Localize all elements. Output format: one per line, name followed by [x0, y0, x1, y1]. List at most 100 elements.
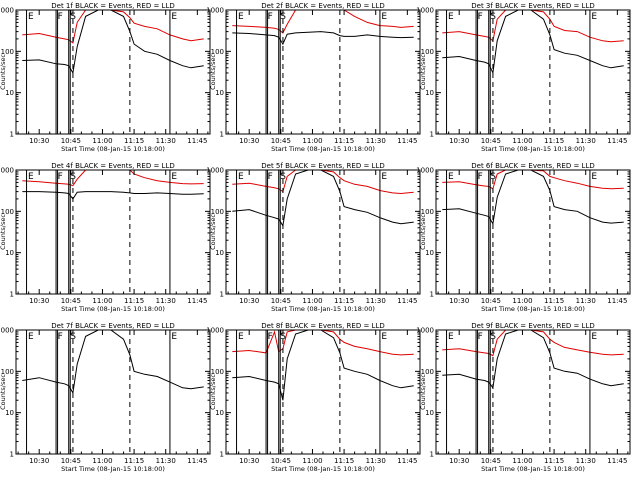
chart-panel-1: Det 1f BLACK = Events, RED = LLD E F S E 1 10 1… [0, 2, 211, 153]
x-tick-label: 11:15 [334, 457, 354, 465]
interval-marker-label: S [280, 172, 286, 182]
panel-title: Det 2f BLACK = Events, RED = LLD [261, 2, 384, 10]
panel-title: Det 9f BLACK = Events, RED = LLD [471, 322, 594, 330]
interval-marker-label: E [448, 332, 454, 342]
chart-panel-2: Det 2f BLACK = Events, RED = LLD E F S E 1 10 1… [206, 2, 421, 153]
x-tick-label: 11:30 [576, 457, 596, 465]
x-tick-label: 11:30 [366, 297, 386, 305]
y-tick-label: 10 [215, 249, 224, 257]
x-tick-label: 11:30 [156, 297, 176, 305]
interval-marker-label: E [28, 332, 34, 342]
panel-title: Det 8f BLACK = Events, RED = LLD [261, 322, 384, 330]
x-tick-label: 11:45 [187, 137, 207, 145]
x-tick-label: 10:30 [449, 137, 469, 145]
y-tick-label: 1000 [206, 7, 224, 15]
x-tick-label: 10:30 [29, 297, 49, 305]
interval-marker-label: S [70, 12, 76, 22]
y-tick-label: 1 [10, 451, 14, 459]
y-axis-label: Counts/sec [0, 54, 7, 90]
interval-marker-label: S [280, 12, 286, 22]
panel-title: Det 7f BLACK = Events, RED = LLD [51, 322, 174, 330]
y-tick-label: 10 [215, 89, 224, 97]
x-tick-label: 11:00 [512, 297, 532, 305]
x-tick-label: 11:15 [544, 457, 564, 465]
x-tick-label: 10:45 [61, 297, 81, 305]
x-tick-label: 11:15 [124, 137, 144, 145]
y-tick-label: 10 [425, 89, 434, 97]
y-tick-label: 1 [430, 451, 434, 459]
interval-marker-label: E [171, 332, 177, 342]
y-tick-label: 1000 [416, 7, 434, 15]
x-tick-label: 10:30 [239, 137, 259, 145]
panel-title: Det 1f BLACK = Events, RED = LLD [51, 2, 174, 10]
panel-title: Det 3f BLACK = Events, RED = LLD [471, 2, 594, 10]
y-tick-label: 1000 [0, 167, 14, 175]
x-tick-label: 11:45 [397, 457, 417, 465]
y-axis-label: Counts/sec [419, 54, 427, 90]
chart-panel-8: Det 8f BLACK = Events, RED = LLD E F S E 1 10 1… [206, 322, 421, 473]
x-tick-label: 10:30 [239, 457, 259, 465]
interval-marker-label: F [58, 172, 63, 182]
x-tick-label: 11:15 [544, 297, 564, 305]
chart-panel-7: Det 7f BLACK = Events, RED = LLD E F S E 1 10 1… [0, 322, 211, 473]
y-tick-label: 1000 [0, 327, 14, 335]
interval-marker-label: E [381, 12, 387, 22]
x-tick-label: 11:15 [124, 457, 144, 465]
interval-marker-label: E [448, 172, 454, 182]
y-axis-label: Counts/sec [209, 374, 217, 410]
x-tick-label: 11:45 [607, 457, 627, 465]
x-tick-label: 11:45 [607, 137, 627, 145]
x-tick-label: 10:45 [271, 457, 291, 465]
interval-marker-label: F [268, 172, 273, 182]
panel-title: Det 4f BLACK = Events, RED = LLD [51, 162, 174, 170]
x-axis-label: Start Time (08-Jan-15 10:18:00) [271, 145, 375, 153]
x-tick-label: 10:45 [271, 297, 291, 305]
y-tick-label: 10 [5, 249, 14, 257]
interval-marker-label: F [58, 332, 63, 342]
interval-marker-label: E [238, 172, 244, 182]
x-tick-label: 11:45 [187, 457, 207, 465]
y-axis-label: Counts/sec [209, 54, 217, 90]
x-tick-label: 11:00 [512, 137, 532, 145]
y-tick-label: 10 [425, 249, 434, 257]
interval-marker-label: S [490, 12, 496, 22]
x-axis-label: Start Time (08-Jan-15 10:18:00) [481, 305, 585, 313]
interval-marker-label: S [490, 172, 496, 182]
y-tick-label: 1 [220, 451, 224, 459]
x-tick-label: 11:00 [92, 297, 112, 305]
panel-title: Det 5f BLACK = Events, RED = LLD [261, 162, 384, 170]
y-tick-label: 1000 [0, 7, 14, 15]
x-tick-label: 11:00 [512, 457, 532, 465]
interval-marker-label: E [591, 332, 597, 342]
y-tick-label: 1 [220, 131, 224, 139]
x-tick-label: 11:00 [302, 137, 322, 145]
x-tick-label: 10:45 [271, 137, 291, 145]
x-tick-label: 11:00 [92, 137, 112, 145]
chart-panel-5: Det 5f BLACK = Events, RED = LLD E F S E 1 10 1… [206, 162, 421, 313]
x-tick-label: 11:00 [302, 297, 322, 305]
y-tick-label: 10 [5, 409, 14, 417]
x-tick-label: 10:30 [29, 457, 49, 465]
y-tick-label: 1 [10, 131, 14, 139]
x-axis-label: Start Time (08-Jan-15 10:18:00) [61, 305, 165, 313]
chart-panel-6: Det 6f BLACK = Events, RED = LLD E F S E 1 10 1… [416, 162, 631, 313]
x-axis-label: Start Time (08-Jan-15 10:18:00) [481, 465, 585, 473]
y-tick-label: 1000 [416, 167, 434, 175]
x-tick-label: 11:15 [124, 297, 144, 305]
x-tick-label: 11:45 [397, 137, 417, 145]
y-tick-label: 1 [430, 131, 434, 139]
y-tick-label: 10 [425, 409, 434, 417]
x-tick-label: 11:45 [397, 297, 417, 305]
y-tick-label: 1 [10, 291, 14, 299]
x-tick-label: 11:30 [576, 137, 596, 145]
x-tick-label: 11:45 [187, 297, 207, 305]
interval-marker-label: E [171, 172, 177, 182]
y-tick-label: 1000 [206, 167, 224, 175]
y-tick-label: 100 [211, 48, 224, 56]
interval-marker-label: S [490, 332, 496, 342]
panel-title: Det 6f BLACK = Events, RED = LLD [471, 162, 594, 170]
interval-marker-label: E [171, 12, 177, 22]
x-tick-label: 11:30 [156, 137, 176, 145]
